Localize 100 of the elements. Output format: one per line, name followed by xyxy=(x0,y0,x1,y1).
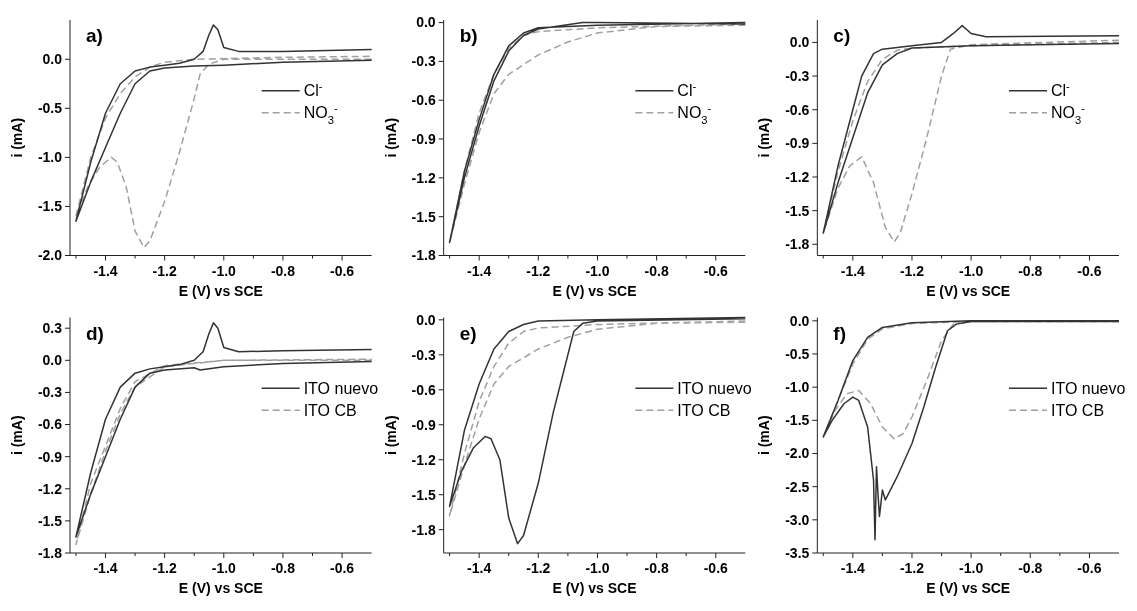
x-tick-label: -1.0 xyxy=(585,262,610,279)
x-tick-label: -1.2 xyxy=(152,560,177,576)
y-tick-label: -2.5 xyxy=(785,478,810,495)
y-tick-label: 0.0 xyxy=(42,352,63,369)
x-tick-label: -1.4 xyxy=(840,560,866,576)
y-tick-label: -1.5 xyxy=(411,208,436,225)
y-tick-label: -2.0 xyxy=(785,445,810,462)
y-tick-label: -0.3 xyxy=(411,53,436,70)
y-tick-label: -0.3 xyxy=(785,67,810,84)
y-tick-label: -0.5 xyxy=(785,345,810,362)
x-tick-label: -1.0 xyxy=(585,560,610,576)
x-tick-label: -1.2 xyxy=(899,560,925,576)
y-tick-label: 0.0 xyxy=(789,34,810,51)
y-tick-label: -1.2 xyxy=(37,480,63,497)
y-tick-label: -1.5 xyxy=(411,486,436,503)
chart-title: e) xyxy=(459,322,477,344)
x-tick-label: -1.2 xyxy=(526,560,551,576)
x-tick-label: -1.4 xyxy=(93,560,118,576)
x-axis-title: E (V) vs SCE xyxy=(552,282,637,299)
chart-title: f) xyxy=(833,322,846,344)
x-tick-label: -1.2 xyxy=(526,262,551,279)
y-tick-label: -1.0 xyxy=(37,149,63,166)
x-tick-label: -1.4 xyxy=(93,262,118,279)
x-tick-label: -0.8 xyxy=(1018,560,1043,576)
x-tick-label: -0.8 xyxy=(270,560,296,576)
legend-label: ITO CB xyxy=(1051,401,1105,419)
x-tick-label: -0.8 xyxy=(644,560,669,576)
x-tick-label: -0.6 xyxy=(1077,560,1102,576)
y-tick-label: -0.6 xyxy=(37,416,63,433)
y-tick-label: -0.3 xyxy=(411,346,436,363)
y-tick-label: -1.2 xyxy=(411,169,436,186)
y-tick-label: 0.3 xyxy=(42,320,63,337)
y-tick-label: -1.5 xyxy=(785,412,810,429)
y-tick-label: 0.0 xyxy=(789,312,810,329)
y-tick-label: -0.9 xyxy=(785,135,810,152)
y-axis-title: i (mA) xyxy=(382,415,399,456)
y-tick-label: -1.5 xyxy=(37,198,63,215)
x-tick-label: -0.8 xyxy=(644,262,669,279)
line-series xyxy=(75,55,373,249)
y-tick-label: 0.0 xyxy=(42,51,63,68)
y-tick-label: -0.6 xyxy=(785,101,810,118)
y-tick-label: -1.2 xyxy=(411,451,436,468)
y-tick-label: -2.0 xyxy=(37,247,63,264)
x-tick-label: -0.6 xyxy=(703,262,729,279)
x-tick-label: -1.4 xyxy=(840,262,866,279)
x-tick-label: -1.4 xyxy=(467,560,492,576)
y-axis-title: i (mA) xyxy=(756,117,773,158)
legend-label: Cl$^{-}$ xyxy=(677,80,697,100)
legend-label: ITO nuevo xyxy=(303,379,379,397)
x-axis-title: E (V) vs SCE xyxy=(178,282,263,299)
y-axis-title: i (mA) xyxy=(9,415,25,456)
y-tick-label: -0.3 xyxy=(37,384,63,401)
y-tick-label: -1.5 xyxy=(785,202,810,219)
y-tick-label: -1.2 xyxy=(785,168,810,185)
x-tick-label: -0.6 xyxy=(330,262,355,279)
x-tick-label: -1.4 xyxy=(467,262,492,279)
chart-title: b) xyxy=(459,25,478,46)
x-tick-label: -0.8 xyxy=(1018,262,1043,279)
x-axis-title: E (V) vs SCE xyxy=(178,580,263,596)
y-tick-label: -1.8 xyxy=(785,236,810,253)
y-tick-label: -0.9 xyxy=(37,448,63,465)
x-tick-label: -0.6 xyxy=(703,560,729,576)
y-axis-title: i (mA) xyxy=(382,117,399,158)
chart-title: a) xyxy=(86,25,103,46)
x-tick-label: -1.0 xyxy=(211,262,237,279)
x-axis-title: E (V) vs SCE xyxy=(926,282,1011,299)
y-tick-label: -3.5 xyxy=(785,544,810,561)
x-tick-label: -1.2 xyxy=(152,262,177,279)
y-tick-label: 0.0 xyxy=(416,311,436,328)
y-tick-label: -1.5 xyxy=(37,512,63,529)
legend-label: ITO nuevo xyxy=(1051,379,1126,397)
legend-label: ITO CB xyxy=(677,401,731,419)
legend-label: ITO nuevo xyxy=(677,379,752,397)
x-tick-label: -0.8 xyxy=(270,262,296,279)
y-tick-label: -3.0 xyxy=(785,511,810,528)
y-axis-title: i (mA) xyxy=(756,415,773,456)
line-series xyxy=(75,24,373,222)
y-tick-label: -0.9 xyxy=(411,416,436,433)
y-tick-label: -0.6 xyxy=(411,381,436,398)
chart-title: d) xyxy=(86,322,104,344)
legend-label: Cl$^{-}$ xyxy=(303,80,323,100)
y-tick-label: -1.8 xyxy=(411,247,436,264)
y-tick-label: 0.0 xyxy=(416,14,436,31)
legend-label: ITO CB xyxy=(303,401,357,419)
y-axis-title: i (mA) xyxy=(9,117,25,158)
x-tick-label: -1.0 xyxy=(211,560,237,576)
x-axis-title: E (V) vs SCE xyxy=(926,580,1011,596)
y-tick-label: -1.8 xyxy=(37,544,63,561)
y-tick-label: -0.5 xyxy=(37,100,63,117)
x-tick-label: -0.6 xyxy=(330,560,355,576)
y-tick-label: -1.8 xyxy=(411,521,436,538)
legend-label: Cl$^{-}$ xyxy=(1051,80,1071,100)
x-tick-label: -1.0 xyxy=(959,560,984,576)
chart-title: c) xyxy=(833,25,851,46)
y-tick-label: -0.6 xyxy=(411,92,436,109)
y-tick-label: -0.9 xyxy=(411,130,436,147)
x-tick-label: -0.6 xyxy=(1077,262,1102,279)
x-tick-label: -1.2 xyxy=(899,262,925,279)
x-axis-title: E (V) vs SCE xyxy=(552,580,637,596)
y-tick-label: -1.0 xyxy=(785,379,810,396)
